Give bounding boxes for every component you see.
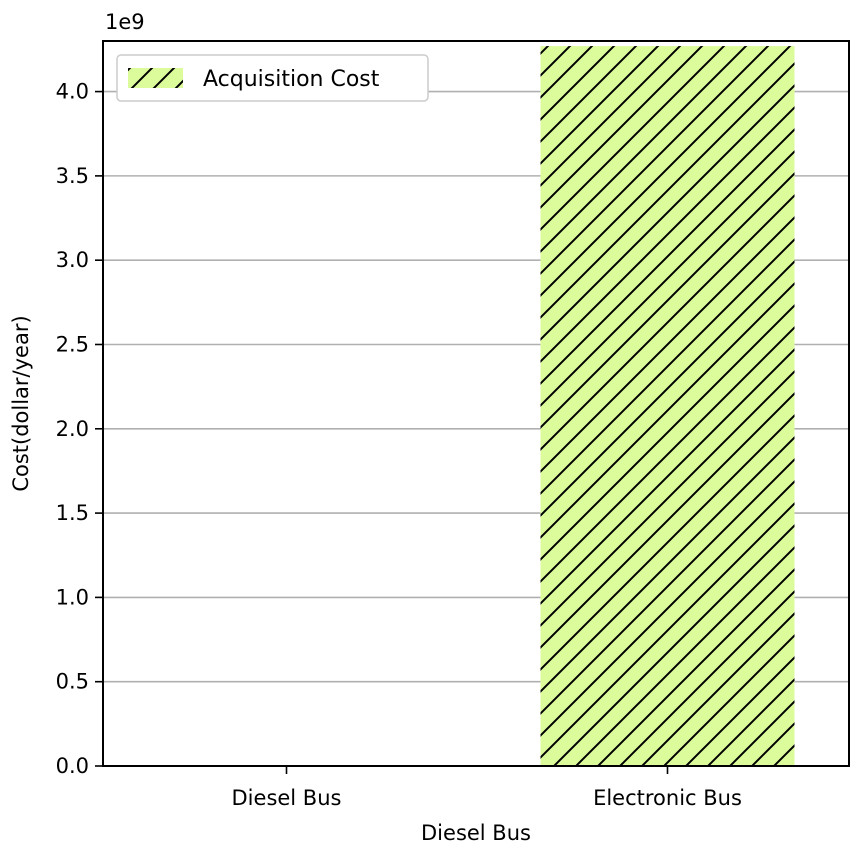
legend-swatch xyxy=(128,68,183,88)
x-tick-label: Electronic Bus xyxy=(593,786,742,810)
bar-electronic-bus xyxy=(540,46,795,766)
y-axis-label: Cost(dollar/year) xyxy=(9,315,33,491)
x-axis-label: Diesel Bus xyxy=(421,821,531,845)
y-tick-label: 3.0 xyxy=(56,248,89,272)
y-tick-label: 0.5 xyxy=(56,670,89,694)
y-tick-label: 4.0 xyxy=(56,80,89,104)
legend-label: Acquisition Cost xyxy=(203,67,380,92)
y-tick-label: 0.0 xyxy=(56,754,89,778)
y-scale-label: 1e9 xyxy=(105,10,145,34)
y-tick-label: 3.5 xyxy=(56,164,89,188)
y-tick-label: 2.5 xyxy=(56,332,89,356)
plot-frame xyxy=(102,40,850,767)
y-tick-label: 1.0 xyxy=(56,585,89,609)
ticks: 0.0 0.5 1.0 1.5 2.0 2.5 3.0 3.5 4.0 Diesel Bus Ele… xyxy=(56,80,742,810)
y-tick-label: 1.5 xyxy=(56,501,89,525)
legend: Acquisition Cost xyxy=(116,54,429,102)
x-tick-label: Diesel Bus xyxy=(232,786,342,810)
bars xyxy=(540,46,795,766)
legend-box xyxy=(116,54,429,102)
grid-lines xyxy=(103,90,849,767)
y-tick-label: 2.0 xyxy=(56,417,89,441)
